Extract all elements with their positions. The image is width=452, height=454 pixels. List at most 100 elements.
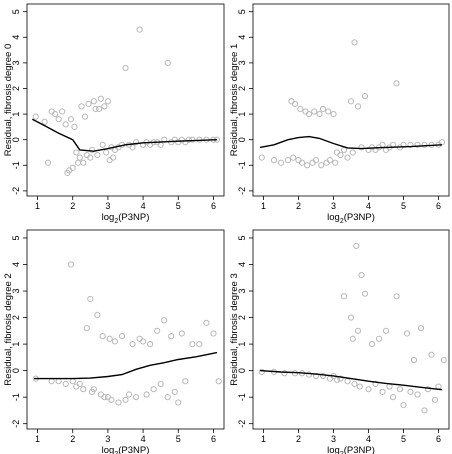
data-point — [101, 394, 108, 401]
y-tick-label: 2 — [237, 315, 247, 320]
y-tick-label: -1 — [11, 161, 21, 169]
data-point — [97, 95, 104, 102]
x-tick-label: 1 — [35, 201, 40, 211]
x-tick-label: 6 — [436, 201, 441, 211]
x-axis-label: log2(P3NP) — [327, 445, 375, 454]
data-point — [150, 386, 157, 393]
data-point — [118, 333, 126, 340]
data-point — [400, 402, 407, 409]
y-tick-label: -1 — [237, 393, 247, 401]
data-point — [349, 335, 356, 342]
data-point — [143, 391, 150, 398]
data-point — [73, 383, 80, 390]
data-point — [337, 375, 344, 382]
y-tick-label: 0 — [237, 137, 247, 142]
data-point — [55, 378, 62, 385]
data-point — [393, 80, 400, 87]
data-point — [99, 333, 106, 340]
y-axis-label: Residual, fibrosis degree 1 — [229, 44, 240, 156]
y-tick-label: 3 — [237, 289, 247, 294]
data-point — [103, 149, 110, 156]
x-tick-label: 2 — [70, 201, 75, 211]
x-tick-label: 3 — [105, 434, 110, 444]
y-axis-label: Residual, fibrosis degree 0 — [3, 44, 14, 156]
data-point — [215, 378, 222, 385]
data-point — [351, 380, 358, 387]
data-point — [132, 394, 140, 401]
data-point — [326, 375, 334, 382]
data-point — [382, 327, 390, 334]
data-point — [414, 141, 421, 148]
data-point — [164, 59, 171, 66]
data-point — [147, 340, 154, 348]
y-tick-label: 3 — [237, 60, 247, 65]
data-point — [344, 378, 351, 385]
data-point — [99, 141, 106, 148]
y-tick-label: 4 — [11, 262, 21, 267]
data-point — [122, 64, 129, 72]
data-point — [312, 372, 320, 380]
y-tick-label: 0 — [11, 137, 21, 142]
data-point — [94, 311, 101, 319]
y-tick-label: -2 — [11, 420, 21, 428]
data-point — [358, 272, 365, 279]
y-tick-label: 5 — [11, 9, 21, 14]
x-axis-label: log2(P3NP) — [102, 212, 150, 225]
data-point — [316, 110, 323, 118]
smooth-line — [34, 351, 218, 380]
y-axis-label: Residual, fibrosis degree 2 — [3, 273, 14, 385]
data-point — [122, 396, 129, 403]
x-axis-label: log2(P3NP) — [327, 212, 375, 225]
data-point — [337, 151, 344, 159]
data-point — [132, 139, 140, 146]
data-point — [414, 391, 421, 398]
y-tick-label: 3 — [11, 289, 21, 294]
data-point — [326, 157, 334, 164]
data-point — [431, 396, 439, 403]
data-point — [270, 157, 278, 164]
data-point — [424, 386, 432, 393]
data-point — [85, 100, 92, 107]
data-point — [361, 290, 369, 297]
chart-panel: 1 2 3 4 5 6 -2 -1 0 1 2 3 4 5 log2(P3NP) Residual, fibr… — [229, 229, 450, 454]
x-tick-label: 6 — [211, 434, 216, 444]
data-point — [96, 105, 103, 113]
chart-panel: 1 2 3 4 5 6 -2 -1 0 1 2 3 4 5 log2(P3NP) Residual, fibr… — [3, 229, 225, 454]
data-point — [76, 380, 83, 387]
data-point — [330, 110, 337, 118]
data-point — [48, 378, 55, 385]
data-point — [421, 141, 428, 148]
data-point — [104, 394, 112, 401]
data-point — [154, 327, 161, 334]
x-tick-label: 5 — [401, 201, 406, 211]
y-tick-label: 1 — [11, 112, 21, 117]
data-point — [67, 261, 75, 268]
data-point — [110, 154, 117, 161]
data-point — [88, 146, 96, 154]
data-point — [189, 340, 196, 348]
data-point — [90, 98, 97, 105]
y-tick-label: 1 — [11, 342, 21, 347]
data-point — [83, 325, 90, 332]
x-tick-label: 1 — [261, 434, 266, 444]
x-tick-label: 5 — [176, 434, 181, 444]
data-point — [379, 388, 386, 395]
y-tick-label: 5 — [11, 235, 21, 240]
y-tick-label: 2 — [11, 86, 21, 91]
data-point — [203, 319, 210, 326]
x-tick-label: 4 — [366, 201, 371, 211]
data-point — [115, 399, 122, 406]
data-point — [73, 149, 80, 156]
data-point — [440, 356, 447, 364]
data-point — [386, 383, 393, 390]
data-point — [111, 338, 119, 345]
data-point — [291, 100, 299, 107]
data-point — [347, 98, 355, 105]
data-point — [94, 151, 101, 159]
chart-panel: 1 2 3 4 5 6 -2 -1 0 1 2 3 4 5 log2(P3NP) Residual, fibr… — [229, 3, 450, 225]
y-tick-label: 4 — [11, 35, 21, 40]
y-tick-label: -1 — [11, 393, 21, 401]
x-tick-label: 4 — [366, 434, 371, 444]
data-point — [62, 121, 69, 128]
data-point — [407, 388, 414, 395]
